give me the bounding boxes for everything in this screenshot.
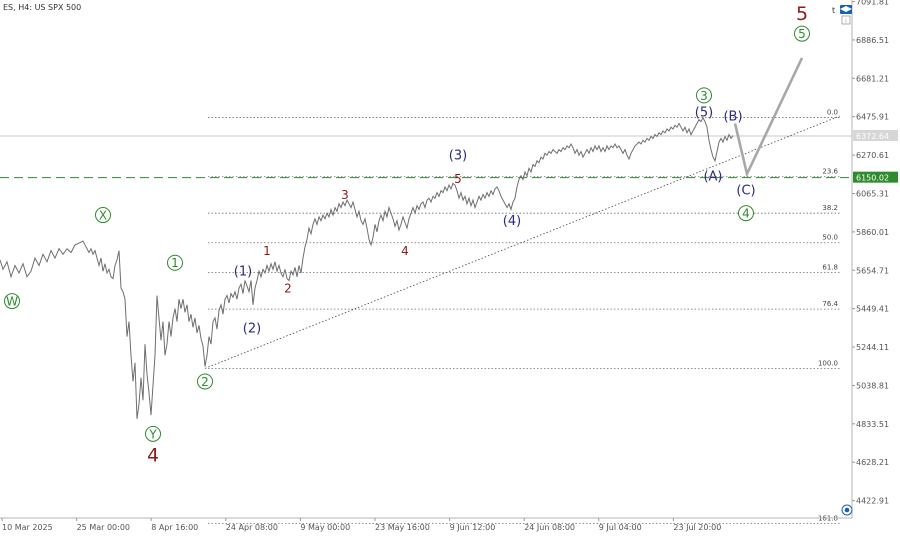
wave-label: 2 [284, 281, 292, 295]
toolbar-badge: t [832, 6, 835, 15]
wave-label-major: 5 [796, 3, 808, 25]
wave-label: (2) [243, 322, 261, 337]
fib-level-label: 161.8 [818, 515, 838, 523]
y-tick-label: 5038.81 [856, 381, 889, 390]
wave-label-major: 4 [147, 444, 159, 466]
wave-label-circle [95, 207, 111, 224]
wave-label: W [6, 295, 18, 309]
price-series [0, 116, 734, 419]
wave-label: Y [148, 427, 157, 441]
svg-text:i: i [845, 18, 847, 25]
x-tick-label: 23 May 16:00 [375, 523, 430, 532]
support-trend-line [204, 115, 841, 369]
x-tick-label: 10 Mar 2025 [2, 523, 53, 532]
green-level-value: 6150.02 [856, 174, 889, 183]
scroll-end-icon[interactable] [841, 504, 853, 516]
wave-label: (A) [703, 169, 722, 184]
trend-lines [204, 57, 841, 369]
wave-label-circle [197, 373, 213, 390]
wave-label: (B) [723, 109, 742, 124]
x-tick-label: 24 Apr 08:00 [226, 523, 278, 532]
wave-labels: W X Y 4 1 2 (1) (2) 1 2 3 4 (3) 5 (4) 3 (5) (B) (A) (C) 4 5 5 [4, 3, 810, 466]
x-tick-label: 9 Jul 04:00 [599, 523, 642, 532]
wave-label: 1 [171, 256, 179, 270]
wave-label: 3 [700, 89, 708, 103]
wave-label: (1) [234, 265, 252, 280]
wave-label: 4 [742, 207, 750, 221]
y-tick-label: 4628.21 [856, 458, 889, 467]
green-level-tag-box [853, 171, 898, 183]
fib-level-label: 76.4 [822, 300, 838, 308]
y-tick-label: 6475.91 [856, 113, 889, 122]
wave-label-circle [696, 87, 712, 104]
wave-label: (4) [503, 214, 521, 229]
wave-label-circle [738, 205, 754, 222]
wave-label-circle [4, 293, 20, 310]
wave-label-circle [145, 425, 161, 442]
price-line [0, 116, 734, 419]
wave-label-circle [794, 25, 810, 42]
wave-projection-path [733, 57, 804, 178]
y-tick-label: 6886.51 [856, 36, 889, 45]
info-icon[interactable]: i [841, 15, 851, 25]
fib-level-label: 50.0 [822, 234, 838, 242]
x-tick-label: 23 Jul 20:00 [673, 523, 721, 532]
y-tick-label: 5860.01 [856, 228, 889, 237]
current-price-value: 6372.64 [856, 132, 889, 141]
y-tick-label: 7091.81 [856, 0, 889, 7]
wave-label-circle [167, 254, 183, 271]
fib-level-label: 23.6 [822, 168, 838, 176]
current-price-tag-box [853, 130, 898, 142]
current-price-tag: 6372.64 [853, 130, 898, 142]
fib-level-label: 38.2 [822, 204, 838, 212]
graduation-cap-icon[interactable] [840, 5, 852, 14]
wave-label: 2 [201, 375, 209, 389]
wave-label: 5 [454, 172, 462, 186]
x-tick-label: 8 Apr 16:00 [151, 523, 198, 532]
fib-level-label: 100.0 [818, 359, 838, 367]
x-tick-label: 25 Mar 00:00 [77, 523, 130, 532]
wave-label: (3) [449, 149, 467, 164]
wave-label: 1 [263, 244, 271, 258]
wave-label: 4 [401, 244, 409, 258]
y-tick-label: 6681.21 [856, 74, 889, 83]
y-tick-label: 5449.41 [856, 305, 889, 314]
wave-label: 5 [798, 27, 806, 41]
y-tick-label: 5244.11 [856, 343, 889, 352]
y-tick-label: 6270.61 [856, 151, 889, 160]
x-tick-label: 24 Jun 08:00 [524, 523, 575, 532]
y-tick-label: 4422.91 [856, 497, 889, 506]
green-level-tag: 6150.02 [853, 171, 898, 183]
y-tick-label: 6065.31 [856, 189, 889, 198]
y-tick-label: 5654.71 [856, 266, 889, 275]
x-tick-label: 9 May 00:00 [300, 523, 350, 532]
wave-label: (C) [736, 183, 755, 198]
x-tick-label: 9 Jun 12:00 [450, 523, 496, 532]
fib-level-label: 0.0 [827, 108, 838, 116]
fib-level-label: 61.8 [822, 263, 838, 271]
wave-label: 3 [341, 188, 349, 202]
wave-label: X [99, 209, 107, 223]
y-tick-label: 4833.51 [856, 420, 889, 429]
wave-label: (5) [695, 106, 713, 121]
chart-title: ES, H4: US SPX 500 [3, 3, 81, 12]
fib-levels: 0.0 23.6 38.2 50.0 61.8 76.4 100.0 161.8 [0, 108, 852, 525]
